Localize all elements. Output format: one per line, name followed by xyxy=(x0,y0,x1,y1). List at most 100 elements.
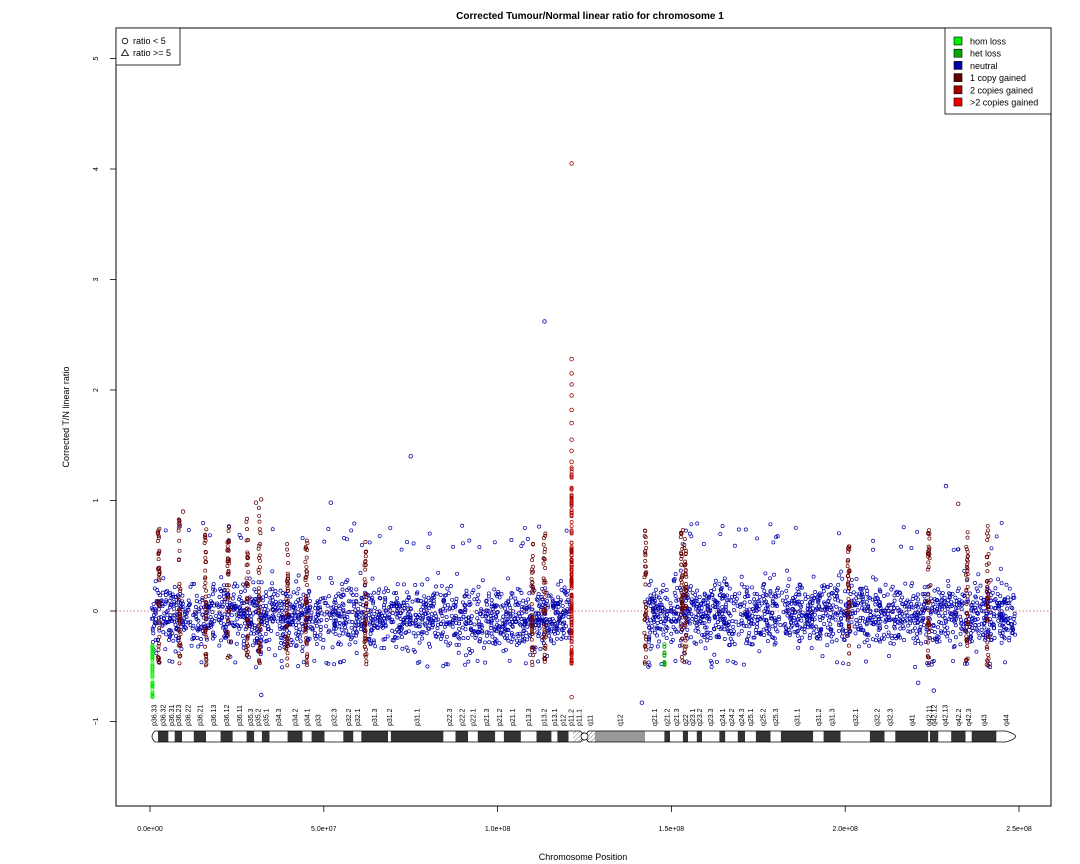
data-point xyxy=(296,613,301,618)
data-point xyxy=(569,626,574,631)
data-point xyxy=(150,657,155,662)
data-point xyxy=(810,623,815,628)
data-point xyxy=(538,646,543,651)
data-point xyxy=(858,586,863,591)
data-point xyxy=(476,599,481,604)
data-point xyxy=(219,620,223,625)
data-point xyxy=(427,644,432,649)
data-point xyxy=(305,541,310,546)
data-point xyxy=(913,665,918,669)
data-point xyxy=(847,615,852,620)
y-axis-title: Corrected T/N linear ratio xyxy=(61,367,71,468)
data-point xyxy=(846,580,851,585)
data-point xyxy=(204,635,209,640)
data-point xyxy=(652,617,657,622)
data-point xyxy=(178,603,183,608)
shape-legend-label: ratio >= 5 xyxy=(133,48,171,58)
data-point xyxy=(773,627,778,632)
data-point xyxy=(214,613,218,618)
data-point xyxy=(254,589,259,594)
data-point xyxy=(339,595,344,599)
data-point xyxy=(656,626,661,631)
gain-cluster xyxy=(244,516,251,658)
ideogram-band xyxy=(719,731,726,742)
data-point xyxy=(264,618,269,623)
data-point xyxy=(682,593,687,597)
data-point xyxy=(738,604,743,609)
data-point xyxy=(713,623,718,628)
data-point xyxy=(718,587,723,592)
data-point xyxy=(354,587,359,592)
data-point xyxy=(362,628,367,633)
data-point xyxy=(569,475,574,480)
data-point xyxy=(445,662,450,667)
data-point xyxy=(156,531,160,536)
data-point xyxy=(870,597,875,602)
data-point xyxy=(854,596,859,601)
centromere xyxy=(580,732,589,741)
data-point xyxy=(902,638,906,642)
data-point xyxy=(679,583,684,588)
data-point xyxy=(226,570,231,575)
data-point xyxy=(935,607,940,611)
data-point xyxy=(708,631,713,635)
data-point xyxy=(678,535,683,540)
data-point xyxy=(677,643,682,648)
data-point xyxy=(439,611,444,616)
data-point xyxy=(217,643,222,648)
data-point xyxy=(751,609,756,614)
data-point xyxy=(696,604,701,609)
data-point xyxy=(388,525,393,530)
data-point xyxy=(336,611,341,616)
data-point xyxy=(828,622,833,627)
data-point xyxy=(519,607,524,612)
ideogram-band xyxy=(232,731,247,742)
data-point xyxy=(808,633,812,638)
data-point xyxy=(204,654,208,658)
data-point xyxy=(1004,601,1009,606)
data-point xyxy=(164,619,169,624)
data-point xyxy=(768,590,773,595)
gain-cluster xyxy=(845,544,852,667)
data-point xyxy=(736,623,741,628)
data-point xyxy=(305,652,310,657)
data-point xyxy=(802,626,807,631)
data-point xyxy=(318,636,323,641)
data-point xyxy=(368,593,373,598)
data-point xyxy=(799,613,804,618)
outlier-point xyxy=(639,700,645,705)
data-point xyxy=(758,631,763,636)
data-point xyxy=(569,601,574,606)
data-point xyxy=(569,612,574,617)
data-point xyxy=(426,545,431,550)
data-point xyxy=(278,616,283,621)
data-point xyxy=(542,622,547,627)
data-point xyxy=(424,602,429,607)
band-label: p13.2 xyxy=(542,708,549,726)
data-point xyxy=(695,521,700,526)
data-point xyxy=(495,618,500,623)
data-point xyxy=(176,525,181,530)
data-point xyxy=(479,624,484,629)
data-point xyxy=(761,582,766,587)
outlier-point xyxy=(569,393,574,398)
data-point xyxy=(231,584,236,589)
data-point xyxy=(720,524,725,529)
data-point xyxy=(684,596,689,601)
data-point xyxy=(542,609,547,614)
data-point xyxy=(304,574,309,579)
data-point xyxy=(1004,582,1009,587)
data-point xyxy=(946,578,951,583)
data-point xyxy=(965,622,970,626)
data-point xyxy=(244,641,249,646)
data-point xyxy=(257,555,261,560)
data-point xyxy=(893,617,898,622)
data-point xyxy=(881,636,886,641)
ideogram-band xyxy=(823,731,841,742)
data-point xyxy=(965,568,970,573)
data-point xyxy=(333,600,338,605)
data-point xyxy=(915,610,920,615)
data-point xyxy=(207,533,212,538)
data-point xyxy=(755,617,760,622)
data-point xyxy=(236,611,241,616)
